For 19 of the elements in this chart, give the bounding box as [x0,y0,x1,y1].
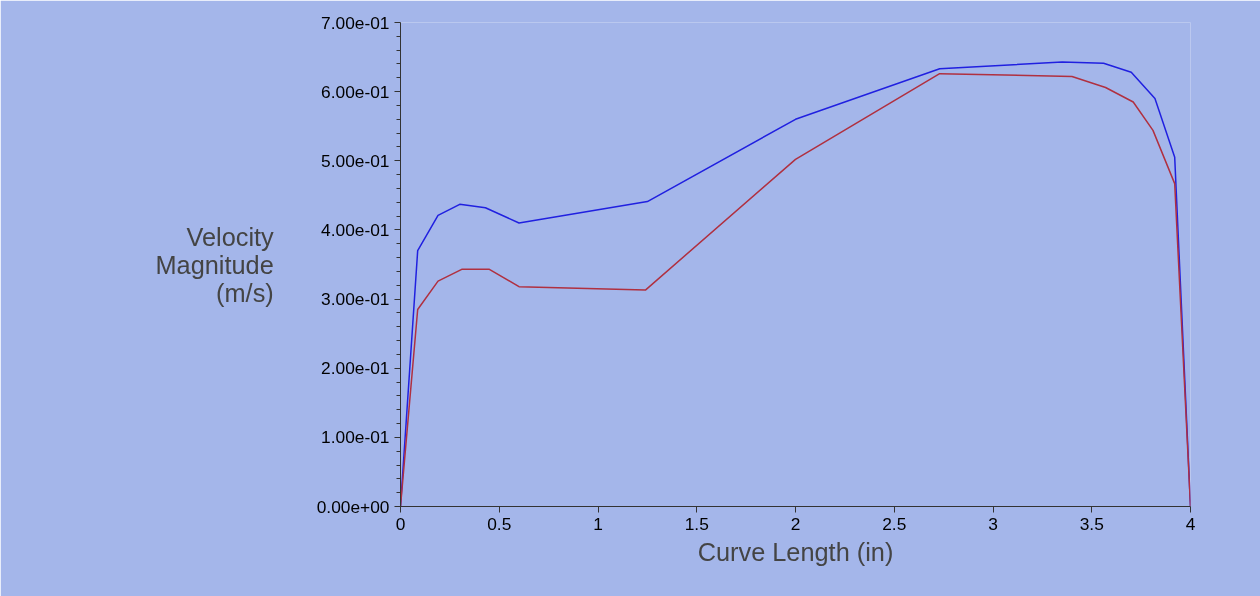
x-tick-label: 1 [593,513,603,534]
x-tick-label: 3 [988,513,998,534]
x-tick-label: 2.5 [882,513,907,534]
y-tick-label: 3.00e-01 [321,289,390,310]
x-tick-label: 3.5 [1079,513,1104,534]
y-tick-label: 0.00e+00 [316,496,390,517]
y-tick-label: 6.00e-01 [321,81,390,102]
x-tick-label: 0 [395,513,406,534]
y-axis-title: Velocity Magnitude (m/s) [155,222,275,307]
y-tick-label: 4.00e-01 [321,219,390,240]
y-tick-label: 7.00e-01 [321,12,390,33]
y-tick-label: 1.00e-01 [321,427,390,448]
x-axis-title: Curve Length (in) [697,537,894,566]
x-tick-label: 2 [790,513,801,534]
x-tick-label: 0.5 [487,513,512,534]
y-tick-label: 2.00e-01 [321,358,390,379]
x-tick-label: 4 [1185,513,1196,534]
y-tick-label: 5.00e-01 [321,150,390,171]
x-tick-label: 1.5 [684,513,709,534]
